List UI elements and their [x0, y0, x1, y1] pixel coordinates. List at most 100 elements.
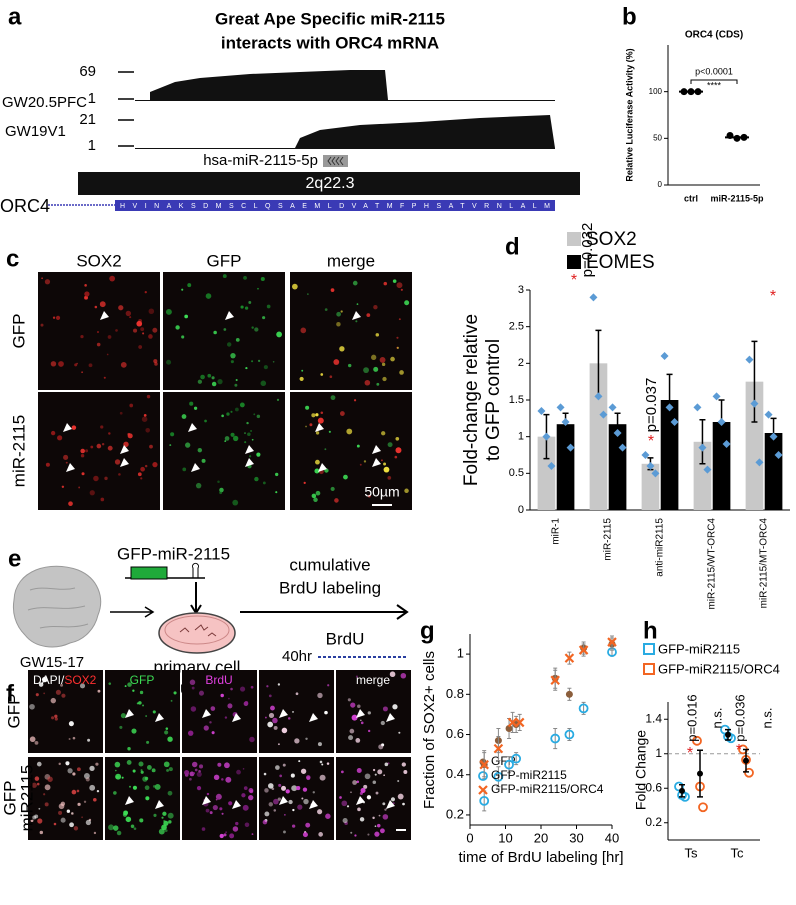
cell — [346, 428, 353, 435]
cell — [367, 711, 371, 715]
cell — [225, 776, 232, 783]
cell — [184, 314, 189, 319]
cell — [347, 698, 351, 702]
cell — [138, 701, 142, 705]
track-min: 1 — [88, 90, 96, 107]
cell — [315, 459, 320, 465]
cell — [303, 481, 306, 484]
cell — [165, 727, 169, 730]
cell — [219, 487, 224, 493]
cell — [203, 725, 209, 731]
cell — [85, 777, 90, 782]
x-tick-label: ctrl — [684, 193, 698, 203]
point — [504, 759, 514, 770]
scale-bar-label: 50µm — [364, 484, 399, 500]
cell — [336, 311, 341, 317]
cell — [343, 474, 348, 480]
panel-letter: h — [643, 617, 658, 644]
cell — [201, 827, 206, 831]
cell — [247, 432, 251, 437]
title: Great Ape Specific miR-2115 — [215, 9, 445, 28]
cell — [340, 310, 343, 313]
cell — [44, 279, 51, 285]
cell — [305, 737, 308, 741]
cell — [118, 305, 124, 311]
point — [692, 735, 702, 746]
cell — [108, 682, 112, 685]
arrowhead — [120, 445, 129, 454]
cell — [320, 373, 324, 376]
cell — [54, 717, 58, 721]
cell — [115, 329, 118, 332]
cell — [199, 764, 204, 769]
cell — [84, 284, 87, 287]
cell — [363, 367, 369, 374]
y-tick-label: 0.2 — [645, 815, 662, 829]
cell — [375, 333, 380, 337]
cell — [80, 453, 85, 458]
arrowhead — [356, 796, 365, 805]
cell — [29, 703, 35, 710]
cell — [256, 452, 261, 457]
cell — [344, 821, 348, 826]
cell — [292, 808, 295, 812]
cell — [352, 280, 358, 286]
cell — [273, 809, 277, 812]
cell — [115, 769, 117, 772]
cell — [101, 443, 105, 446]
x-tick-label: miR-1 — [551, 518, 562, 545]
cell — [189, 777, 192, 781]
cell — [311, 413, 316, 418]
cell — [364, 379, 371, 386]
band — [78, 172, 580, 195]
cell — [130, 824, 135, 829]
point — [712, 392, 721, 401]
row-label: GFP — [9, 314, 28, 349]
cell — [230, 432, 235, 437]
arrowhead — [155, 800, 164, 809]
cell — [396, 336, 399, 339]
cell — [224, 762, 230, 769]
cell — [44, 784, 51, 791]
cell — [268, 802, 274, 807]
cell — [251, 833, 254, 835]
cell — [132, 769, 136, 773]
cell — [329, 375, 333, 379]
cell — [133, 827, 137, 830]
point — [646, 462, 655, 470]
y-axis-label: Fold Change — [633, 730, 649, 810]
cell — [146, 797, 149, 800]
cell — [366, 313, 371, 317]
cell — [363, 460, 367, 463]
cell — [74, 363, 78, 367]
cell — [253, 413, 256, 416]
cell — [72, 736, 76, 740]
x-tick-label: 10 — [498, 830, 512, 845]
row-label: GFP — [4, 694, 23, 729]
cell — [268, 783, 274, 789]
point — [665, 403, 674, 412]
cell — [192, 772, 195, 775]
cell — [379, 357, 386, 363]
column-label: SOX2 — [76, 251, 121, 270]
cell — [152, 327, 158, 333]
error-bar — [507, 756, 512, 774]
y-tick-label: 0.6 — [645, 780, 662, 794]
arrowhead — [245, 445, 254, 454]
cell — [38, 807, 41, 810]
cell — [314, 468, 320, 474]
cell — [50, 430, 56, 436]
cell — [267, 721, 274, 728]
cell — [395, 447, 402, 454]
cell — [290, 773, 295, 778]
cell — [317, 417, 324, 424]
cell — [68, 501, 73, 507]
cell — [39, 830, 44, 835]
legend-swatch — [643, 643, 655, 655]
cell — [47, 776, 53, 782]
row-label: GFP — [0, 781, 19, 816]
cell — [333, 359, 340, 365]
cell — [275, 491, 278, 494]
cell — [236, 769, 241, 775]
cell — [377, 769, 383, 775]
